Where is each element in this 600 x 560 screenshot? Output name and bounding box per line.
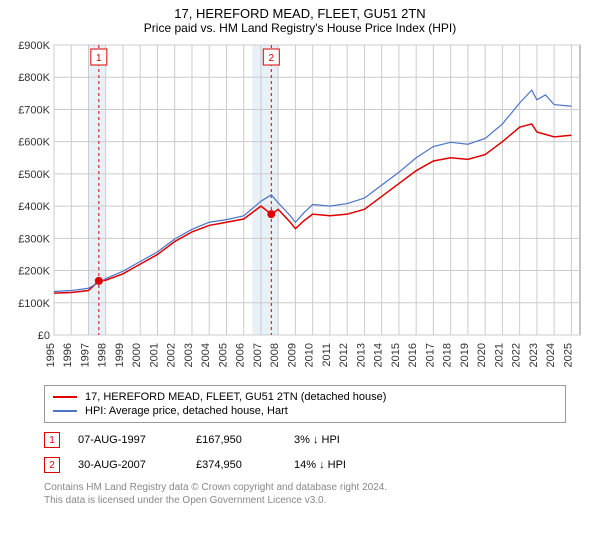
svg-text:£300K: £300K (18, 233, 50, 245)
svg-text:2023: 2023 (528, 343, 540, 367)
legend-item: 17, HEREFORD MEAD, FLEET, GU51 2TN (deta… (53, 390, 557, 404)
svg-text:2016: 2016 (407, 343, 419, 367)
svg-text:1: 1 (96, 53, 102, 64)
legend-label: HPI: Average price, detached house, Hart (85, 405, 288, 417)
svg-text:£700K: £700K (18, 104, 50, 116)
svg-text:£200K: £200K (18, 266, 50, 278)
chart-svg: £0 £100K £200K £300K £400K £500K £600K £700K £80… (10, 39, 590, 379)
svg-text:2007: 2007 (252, 343, 264, 367)
svg-text:2010: 2010 (304, 343, 316, 367)
svg-text:2: 2 (269, 53, 275, 64)
svg-text:£0: £0 (38, 330, 50, 342)
svg-text:2000: 2000 (131, 343, 143, 367)
legend: 17, HEREFORD MEAD, FLEET, GU51 2TN (deta… (44, 385, 566, 423)
page-title: 17, HEREFORD MEAD, FLEET, GU51 2TN (0, 0, 600, 21)
sale-row: 1 07-AUG-1997 £167,950 3% ↓ HPI (44, 429, 566, 454)
legend-swatch-blue (53, 410, 77, 412)
sale-diff-hpi: 14% ↓ HPI (294, 459, 414, 471)
svg-text:£600K: £600K (18, 137, 50, 149)
sale-marker-2: 2 (44, 457, 60, 473)
sales-table: 1 07-AUG-1997 £167,950 3% ↓ HPI 2 30-AUG… (44, 429, 566, 479)
svg-text:2025: 2025 (562, 343, 574, 367)
svg-text:2018: 2018 (442, 343, 454, 367)
svg-text:1997: 1997 (79, 343, 91, 367)
svg-text:2005: 2005 (217, 343, 229, 367)
svg-text:1995: 1995 (45, 343, 57, 367)
legend-swatch-red (53, 396, 77, 398)
legend-item: HPI: Average price, detached house, Hart (53, 404, 557, 418)
sale-price: £167,950 (196, 434, 276, 446)
sale-price: £374,950 (196, 459, 276, 471)
svg-text:2024: 2024 (545, 343, 557, 367)
svg-text:2003: 2003 (183, 343, 195, 367)
page-subtitle: Price paid vs. HM Land Registry's House … (0, 21, 600, 39)
svg-text:2009: 2009 (286, 343, 298, 367)
sale-marker-1: 1 (44, 432, 60, 448)
svg-text:2017: 2017 (424, 343, 436, 367)
svg-text:2014: 2014 (373, 343, 385, 367)
svg-text:1999: 1999 (114, 343, 126, 367)
svg-text:2011: 2011 (321, 343, 333, 367)
svg-text:2008: 2008 (269, 343, 281, 367)
legend-label: 17, HEREFORD MEAD, FLEET, GU51 2TN (deta… (85, 391, 386, 403)
svg-text:2022: 2022 (511, 343, 523, 367)
svg-text:£400K: £400K (18, 201, 50, 213)
price-chart: £0 £100K £200K £300K £400K £500K £600K £700K £80… (10, 39, 590, 379)
svg-text:£100K: £100K (18, 298, 50, 310)
svg-text:1996: 1996 (62, 343, 74, 367)
sale-diff-hpi: 3% ↓ HPI (294, 434, 414, 446)
svg-text:2012: 2012 (338, 343, 350, 367)
svg-text:2021: 2021 (493, 343, 505, 367)
svg-text:2001: 2001 (148, 343, 160, 367)
svg-text:£800K: £800K (18, 72, 50, 84)
sale-row: 2 30-AUG-2007 £374,950 14% ↓ HPI (44, 454, 566, 479)
svg-text:2020: 2020 (476, 343, 488, 367)
sale-date: 30-AUG-2007 (78, 459, 178, 471)
svg-text:2006: 2006 (235, 343, 247, 367)
svg-text:1998: 1998 (97, 343, 109, 367)
svg-text:2019: 2019 (459, 343, 471, 367)
license-text: Contains HM Land Registry data © Crown c… (44, 481, 566, 507)
license-line: Contains HM Land Registry data © Crown c… (44, 481, 566, 494)
svg-text:2013: 2013 (355, 343, 367, 367)
license-line: This data is licensed under the Open Gov… (44, 494, 566, 507)
svg-text:2002: 2002 (166, 343, 178, 367)
svg-text:£500K: £500K (18, 169, 50, 181)
svg-text:2004: 2004 (200, 343, 212, 367)
svg-text:2015: 2015 (390, 343, 402, 367)
sale-date: 07-AUG-1997 (78, 434, 178, 446)
svg-text:£900K: £900K (18, 40, 50, 52)
